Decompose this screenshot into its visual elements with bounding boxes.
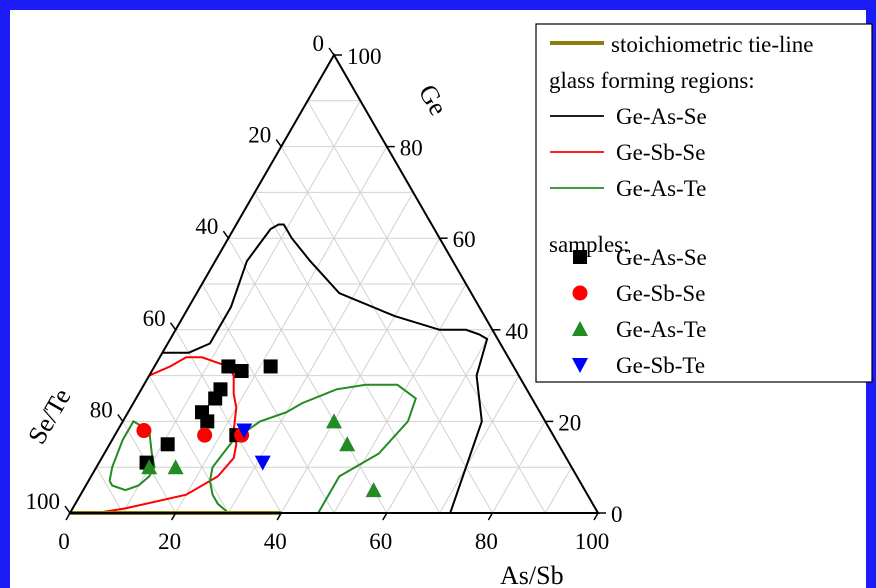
tick-mark bbox=[64, 505, 71, 514]
data-point-ge-as-se bbox=[160, 437, 175, 452]
data-point-ge-as-se bbox=[263, 359, 278, 374]
legend-regions: Ge-As-Se Ge-Sb-Se Ge-As-Te bbox=[550, 104, 707, 201]
grid-line bbox=[148, 375, 229, 514]
right-tick-label: 100 bbox=[347, 44, 382, 69]
region-ge-as-se-boundary bbox=[162, 223, 489, 514]
data-point-ge-as-se bbox=[221, 359, 236, 374]
grid-line bbox=[439, 375, 520, 514]
bottom-tick-label: 100 bbox=[575, 529, 610, 554]
grid-line bbox=[175, 329, 282, 514]
legend-tieline-label: stoichiometric tie-line bbox=[611, 32, 813, 57]
left-tick-label: 0 bbox=[313, 31, 325, 56]
legend-sample-marker bbox=[573, 250, 587, 264]
glass-regions bbox=[70, 223, 489, 514]
left-tick-label: 100 bbox=[26, 489, 61, 514]
tick-mark bbox=[593, 512, 599, 521]
tick-mark bbox=[382, 512, 388, 521]
region-ge-as-te-boundary bbox=[208, 383, 417, 514]
tick-mark bbox=[487, 512, 494, 521]
grid-line bbox=[254, 192, 441, 514]
region-ge-sb-se-boundary bbox=[70, 356, 238, 514]
legend-sample-label: Ge-Sb-Te bbox=[616, 353, 705, 378]
data-point-ge-as-te bbox=[339, 436, 356, 452]
legend-regions-heading: glass forming regions: bbox=[549, 68, 755, 93]
tick-mark bbox=[276, 512, 282, 521]
data-point-ge-as-te bbox=[326, 413, 342, 429]
grid-line bbox=[333, 283, 467, 514]
right-tick-label: 80 bbox=[400, 136, 423, 161]
legend-sample-marker bbox=[572, 321, 588, 336]
tick-mark bbox=[169, 322, 177, 331]
data-point-ge-as-se bbox=[200, 414, 215, 429]
bottom-axis-label: As/Sb bbox=[500, 561, 564, 588]
bottom-tick-label: 0 bbox=[58, 529, 70, 554]
data-point-ge-as-se bbox=[234, 364, 249, 379]
left-tick-label: 40 bbox=[195, 214, 218, 239]
grid-line bbox=[491, 421, 546, 514]
data-point-ge-sb-te bbox=[254, 455, 271, 471]
legend-region-label: Ge-As-Te bbox=[616, 176, 706, 201]
right-tick-label: 40 bbox=[505, 319, 528, 344]
legend-region-label: Ge-As-Se bbox=[616, 104, 707, 129]
right-tick-label: 20 bbox=[558, 410, 581, 435]
legend-samples-heading: samples: bbox=[549, 232, 630, 257]
triangle-frame bbox=[68, 52, 600, 514]
legend-sample-label: Ge-Sb-Se bbox=[616, 281, 705, 306]
grid-line bbox=[544, 466, 573, 514]
tick-mark bbox=[328, 47, 335, 56]
legend-region-label: Ge-Sb-Se bbox=[616, 140, 705, 165]
data-point-ge-sb-se bbox=[136, 423, 152, 439]
legend-sample-label: Ge-As-Te bbox=[616, 317, 706, 342]
bottom-tick-label: 80 bbox=[475, 529, 498, 554]
tick-mark bbox=[117, 413, 124, 422]
data-point-ge-as-se bbox=[213, 382, 228, 397]
data-point-ge-sb-te bbox=[236, 423, 253, 439]
data-point-ge-sb-se bbox=[197, 427, 213, 443]
legend: stoichiometric tie-line glass forming re… bbox=[535, 23, 873, 383]
tick-mark bbox=[222, 230, 230, 239]
bottom-tick-label: 40 bbox=[264, 529, 287, 554]
data-point-ge-as-te bbox=[365, 482, 382, 498]
right-tick-label: 60 bbox=[453, 227, 476, 252]
tick-mark bbox=[170, 512, 177, 521]
grid-line bbox=[201, 283, 335, 514]
tick-mark bbox=[65, 512, 71, 521]
tick-labels: 0 0 0 20 20 20 40 40 40 60 60 60 80 80 80 100 100 100 bbox=[26, 31, 623, 554]
right-axis-label: Ge bbox=[413, 80, 453, 121]
tick-mark bbox=[275, 139, 282, 148]
bottom-tick-label: 60 bbox=[369, 529, 392, 554]
legend-box bbox=[535, 23, 873, 383]
grid-line bbox=[95, 466, 124, 514]
legend-samples: Ge-As-Se Ge-Sb-Se Ge-As-Te Ge-Sb-Te bbox=[572, 245, 707, 378]
left-tick-label: 20 bbox=[248, 123, 271, 148]
data-point-ge-as-te bbox=[141, 459, 158, 475]
sample-points bbox=[136, 359, 382, 498]
left-tick-label: 80 bbox=[90, 397, 113, 422]
triangle-outline bbox=[68, 52, 600, 514]
legend-sample-marker bbox=[572, 358, 588, 373]
data-point-ge-as-te bbox=[167, 459, 184, 475]
legend-sample-label: Ge-As-Se bbox=[616, 245, 707, 270]
grid-line bbox=[227, 192, 414, 514]
legend-sample-marker bbox=[572, 285, 588, 301]
grid-line bbox=[386, 329, 493, 514]
grid-line bbox=[307, 100, 546, 514]
left-axis-label: Se/Te bbox=[22, 384, 77, 449]
right-tick-label: 0 bbox=[611, 502, 623, 527]
left-tick-label: 60 bbox=[143, 306, 166, 331]
bottom-tick-label: 20 bbox=[158, 529, 181, 554]
